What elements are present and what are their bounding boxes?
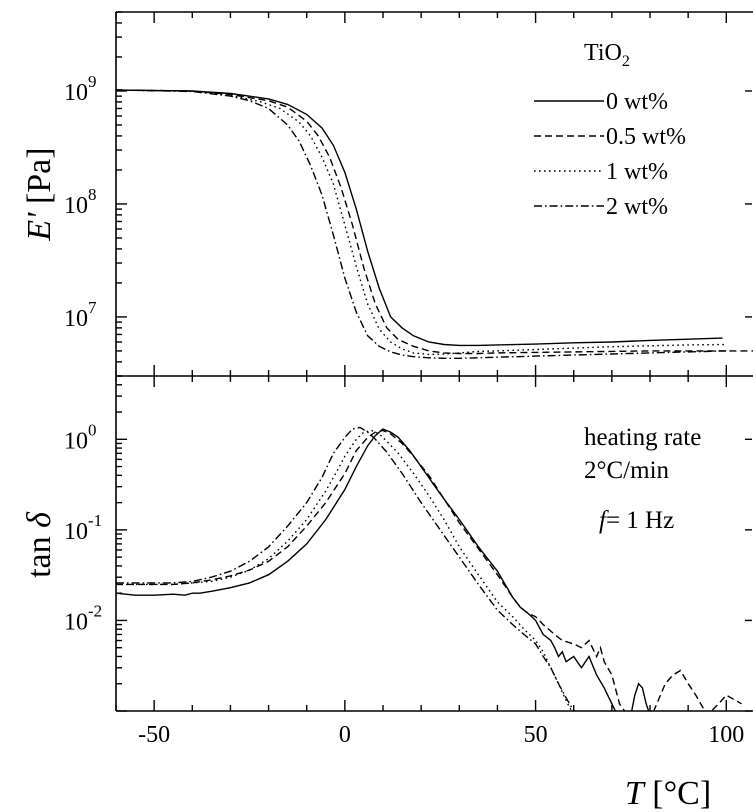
x-tick-label: 50 [524,722,548,748]
top-panel-y-tick-labels: 107 108 109 [64,72,97,332]
top-y-axis-title: E' [Pa] [21,147,58,241]
bot-y-tick-label: 10-2 [64,601,102,635]
legend-label: 0 wt% [606,89,668,115]
legend-title: TiO2 [584,40,630,70]
top-series-solid [116,89,723,347]
legend: TiO2 0 wt% 0.5 wt% 1 wt% 2 wt% [534,40,686,220]
annotation-heating-rate: heating rate [584,424,701,451]
bottom-panel-y-tick-labels: 10-2 10-1 100 [64,420,102,635]
legend-label: 1 wt% [606,159,668,185]
bottom-series-solid [116,428,650,711]
bottom-panel-ticks [115,375,752,712]
top-series-dashdot [116,89,727,359]
bottom-series-dotted [116,429,573,711]
annotation-frequency: f= 1 Hz [599,507,674,534]
top-y-tick-label: 109 [64,72,97,106]
top-y-tick-label: 108 [64,185,97,219]
bot-y-tick-label: 10-1 [64,511,102,545]
bottom-series-dashed [116,429,742,711]
x-tick-labels: -50 0 50 100 [138,722,744,748]
x-axis-title: T [°C] [625,775,711,812]
legend-items: 0 wt% 0.5 wt% 1 wt% 2 wt% [534,89,686,220]
bottom-panel: 10-2 10-1 100 -50 0 50 100 [64,375,753,748]
bottom-panel-series [116,426,742,711]
bot-y-tick-label: 100 [64,420,97,454]
annotations: heating rate 2°C/min f= 1 Hz [584,424,701,534]
bottom-y-axis-title: tan δ [21,511,58,578]
x-tick-label: -50 [138,722,170,748]
x-tick-label: 0 [339,722,351,748]
legend-label: 0.5 wt% [606,124,686,150]
top-panel-ticks [115,11,752,377]
top-series-dashed [116,89,753,355]
top-panel: 107 108 109 [64,11,753,377]
bottom-series-dashdot [116,426,575,711]
top-y-tick-label: 107 [64,298,97,332]
top-series-dotted [116,89,727,356]
annotation-rate-value: 2°C/min [584,457,670,484]
x-tick-label: 100 [708,722,744,748]
legend-label: 2 wt% [606,194,668,220]
top-panel-series [116,89,753,359]
